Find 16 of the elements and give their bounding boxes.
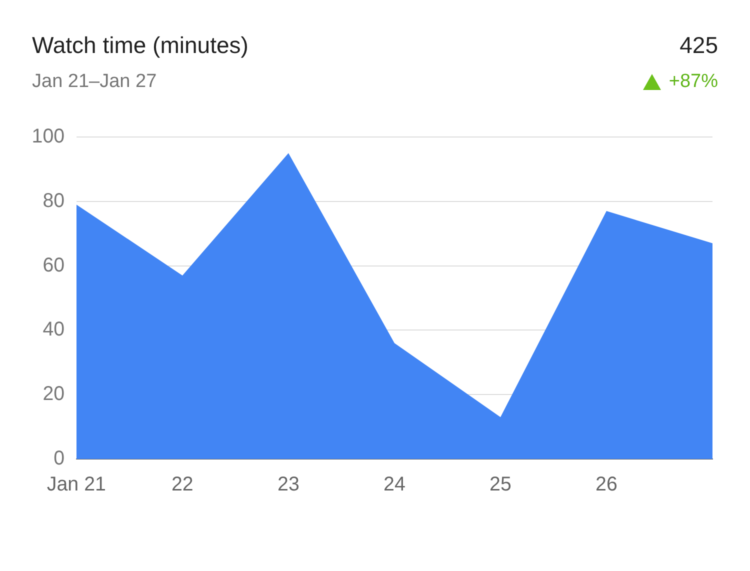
x-tick-label: 24 [384,473,406,496]
text: 425 [678,32,718,59]
x-tick-label: 22 [172,473,194,496]
chart-title: Watch time (minutes) [32,32,248,59]
y-tick-label: 0 [54,447,65,470]
y-tick-label: 40 [42,318,65,341]
y-tick-label: 20 [42,382,65,406]
y-tick-label: 60 [42,254,65,276]
chart-subtitle: Jan 21–Jan 27 [32,71,158,93]
x-tick-label: 23 [278,473,300,496]
x-tick-label: 25 [490,473,512,496]
x-tick-label: Jan 21 [46,473,106,496]
y-tick-label: 100 [32,125,65,148]
x-tick-label: 26 [596,473,618,496]
y-tick-label: 80 [42,190,65,212]
text: +87% [668,71,718,93]
